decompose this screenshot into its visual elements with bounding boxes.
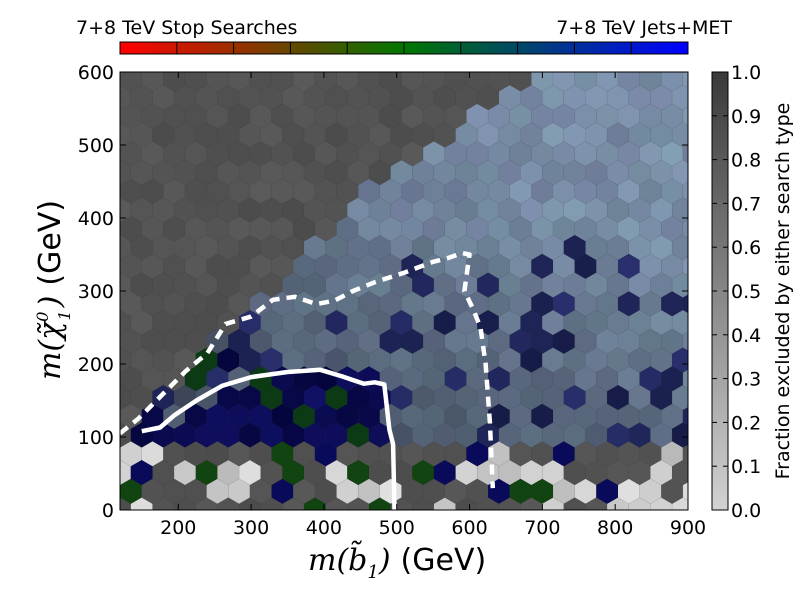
x-axis-label-unit: (GeV) (401, 543, 487, 578)
x-tick-label: 700 (524, 517, 560, 539)
hex-cell (120, 109, 121, 123)
fraction-colorbar-tick-label: 0.8 (731, 150, 761, 172)
fraction-colorbar-tick-label: 0.3 (731, 369, 761, 391)
x-axis: 200 300 400 500 600 700 800 900 (160, 72, 706, 539)
x-tick-label: 500 (379, 517, 415, 539)
hex-cell (682, 219, 688, 239)
fraction-colorbar-tick-label: 0.6 (731, 237, 761, 259)
hex-cell (88, 460, 110, 485)
hex-cell (575, 516, 597, 541)
hex-cell (682, 294, 688, 314)
y-axis-label-sup: 0 (33, 312, 52, 322)
fraction-colorbar-tick-label: 0.1 (731, 456, 761, 478)
hex-cell (88, 310, 110, 335)
hex-cell (682, 369, 688, 389)
hex-cell (207, 516, 229, 541)
hex-cell (272, 516, 294, 541)
y-tick-label: 0 (102, 500, 114, 522)
y-tick-label: 200 (78, 354, 114, 376)
y-axis: 0 100 200 300 400 500 600 (78, 62, 688, 522)
contours (120, 250, 496, 510)
x-axis-label-math: m(b̃ (308, 540, 367, 578)
hex-cell (120, 497, 132, 510)
hex-cell (120, 409, 121, 423)
x-tick-label: 900 (670, 517, 706, 539)
fraction-colorbar-tick-label: 0.0 (731, 500, 761, 522)
y-axis-label-math: m(χ̃ (33, 320, 68, 380)
hex-cell (358, 516, 380, 541)
fraction-colorbar-tick-label: 0.4 (731, 325, 761, 347)
hex-cell (682, 106, 688, 126)
hex-cell (682, 444, 688, 464)
fraction-colorbar-tick-label: 0.7 (731, 193, 761, 215)
hex-cell (682, 72, 688, 89)
fraction-colorbar-tick-label: 0.9 (731, 106, 761, 128)
x-tick-label: 800 (597, 517, 633, 539)
hex-cell (88, 235, 110, 260)
hex-cell (88, 385, 110, 410)
hue-colorbar: 7+8 TeV Stop Searches 7+8 TeV Jets+MET (76, 17, 732, 55)
fraction-colorbar-tick-label: 0.5 (731, 281, 761, 303)
hex-cell (682, 256, 688, 276)
hex-cell (694, 48, 716, 73)
hex-cell (488, 516, 510, 541)
hexbin-cells (88, 48, 716, 541)
hex-cell (682, 331, 688, 351)
plot-area: 200 300 400 500 600 700 800 900 0 100 200 300 400 50… (78, 48, 716, 541)
hex-cell (682, 481, 688, 501)
fraction-colorbar-ticks: 0.0 0.1 0.2 0.3 0.4 0.5 0.6 0.7 0.8 0.9 1.0 (712, 62, 761, 522)
y-axis-label: m(χ̃0 1) (GeV) (33, 200, 74, 380)
solid-contour (141, 367, 397, 510)
fraction-colorbar-tick-label: 0.2 (731, 412, 761, 434)
hex-cell (640, 516, 662, 541)
fraction-colorbar-tick-label: 1.0 (731, 62, 761, 84)
y-axis-label-sub: 1 (55, 310, 74, 320)
hex-cell (682, 181, 688, 201)
hex-cell (88, 160, 110, 185)
y-tick-label: 400 (78, 208, 114, 230)
y-tick-label: 100 (78, 427, 114, 449)
y-tick-label: 500 (78, 135, 114, 157)
fraction-colorbar: 0.0 0.1 0.2 0.3 0.4 0.5 0.6 0.7 0.8 0.9 1.0 Fracti… (711, 62, 794, 522)
hex-cell (682, 406, 688, 426)
hex-cell (120, 259, 121, 273)
hex-cell (120, 516, 142, 541)
x-tick-label: 200 (160, 517, 196, 539)
y-tick-label: 600 (78, 62, 114, 84)
hex-cell (423, 516, 445, 541)
hex-cell (120, 334, 121, 348)
x-axis-label-sub: 1 (367, 562, 378, 583)
x-tick-label: 300 (233, 517, 269, 539)
x-axis-label-close: ) (378, 543, 391, 578)
y-tick-label: 300 (78, 281, 114, 303)
fraction-colorbar-label: Fraction excluded by either search type (772, 103, 794, 480)
x-axis-label: m(b̃1) (GeV) (308, 540, 486, 583)
hex-cell (682, 144, 688, 164)
y-axis-label-unit: (GeV) (33, 200, 68, 286)
hex-cell (120, 184, 121, 198)
hue-colorbar-dividers (176, 42, 632, 54)
hue-colorbar-right-label: 7+8 TeV Jets+MET (556, 17, 732, 39)
x-tick-label: 400 (306, 517, 342, 539)
y-axis-label-close: ) (33, 296, 68, 309)
hue-colorbar-left-label: 7+8 TeV Stop Searches (76, 17, 297, 39)
hex-cell (88, 85, 110, 110)
x-tick-label: 600 (451, 517, 487, 539)
